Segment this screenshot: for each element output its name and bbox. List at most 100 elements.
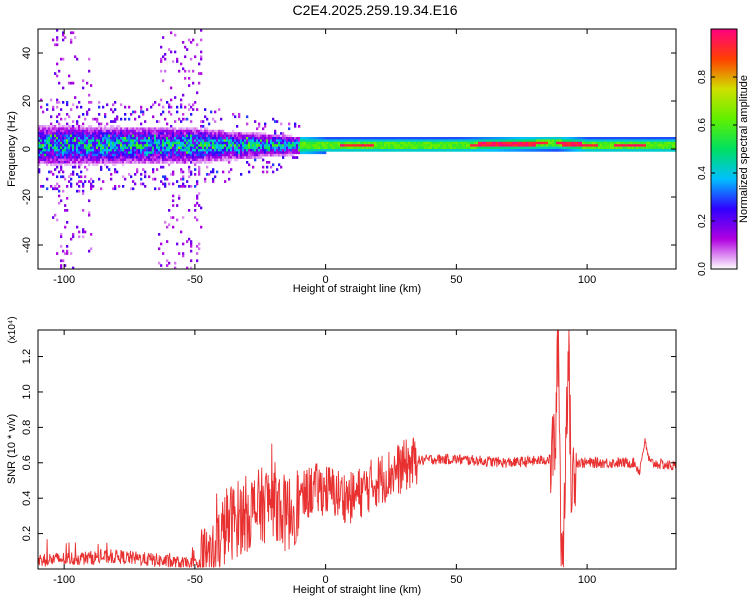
heatmap-cell xyxy=(74,146,77,150)
heatmap-cell xyxy=(490,149,493,152)
heatmap-cell xyxy=(88,156,91,159)
heatmap-cell xyxy=(460,149,463,152)
heatmap-cell xyxy=(170,137,173,140)
heatmap-cell xyxy=(126,139,129,143)
heatmap-cell xyxy=(124,151,127,155)
heatmap-cell xyxy=(136,132,139,135)
heatmap-cell xyxy=(262,165,265,169)
heatmap-cell xyxy=(330,146,333,150)
heatmap-cell xyxy=(450,141,453,145)
heatmap-cell xyxy=(80,125,83,128)
heatmap-cell xyxy=(256,132,259,135)
heatmap-cell xyxy=(128,127,131,131)
heatmap-cell xyxy=(108,158,111,162)
heatmap-cell xyxy=(624,141,627,145)
heatmap-cell xyxy=(230,158,233,162)
heatmap-cell xyxy=(58,125,61,128)
heatmap-cell xyxy=(426,144,429,147)
heatmap-cell xyxy=(360,139,363,143)
heatmap-cell xyxy=(244,146,247,150)
heatmap-cell xyxy=(422,137,425,140)
heatmap-cell xyxy=(122,158,125,162)
heatmap-cell xyxy=(166,129,169,133)
heatmap-cell xyxy=(198,247,201,251)
heatmap-cell xyxy=(268,153,271,157)
heatmap-cell xyxy=(230,156,233,159)
heatmap-cell xyxy=(238,139,241,143)
heatmap-cell xyxy=(66,122,69,126)
heatmap-cell xyxy=(528,141,531,145)
heatmap-cell xyxy=(86,139,89,143)
heatmap-cell xyxy=(632,144,635,147)
heatmap-cell xyxy=(124,105,127,109)
heatmap-cell xyxy=(88,158,91,162)
heatmap-cell xyxy=(94,134,97,138)
heatmap-cell xyxy=(632,149,635,152)
heatmap-cell xyxy=(662,141,665,145)
heatmap-cell xyxy=(482,141,485,145)
heatmap-cell xyxy=(180,129,183,133)
heatmap-cell xyxy=(312,146,315,150)
heatmap-cell xyxy=(62,158,65,162)
heatmap-cell xyxy=(300,137,303,140)
heatmap-cell xyxy=(78,149,81,152)
heatmap-cell xyxy=(88,93,91,97)
heatmap-cell xyxy=(78,127,81,131)
heatmap-cell xyxy=(196,43,199,47)
heatmap-cell xyxy=(64,252,67,255)
heatmap-cell xyxy=(158,233,161,236)
heatmap-cell xyxy=(324,149,327,152)
heatmap-cell xyxy=(68,132,71,135)
heatmap-cell xyxy=(58,137,61,140)
heatmap-cell xyxy=(114,146,117,150)
heatmap-cell xyxy=(78,180,81,183)
heatmap-cell xyxy=(668,139,671,143)
heatmap-cell xyxy=(66,151,69,155)
heatmap-cell xyxy=(184,134,187,138)
heatmap-cell xyxy=(56,62,59,66)
heatmap-cell xyxy=(216,139,219,143)
heatmap-cell xyxy=(56,252,59,255)
heatmap-cell xyxy=(84,141,87,145)
heatmap-cell xyxy=(208,149,211,152)
heatmap-cell xyxy=(76,151,79,155)
heatmap-cell xyxy=(208,146,211,150)
heatmap-cell xyxy=(444,144,447,147)
heatmap-cell xyxy=(324,151,327,155)
heatmap-cell xyxy=(148,151,151,155)
heatmap-cell xyxy=(406,137,409,140)
heatmap-cell xyxy=(102,132,105,135)
heatmap-cell xyxy=(130,161,133,164)
heatmap-cell xyxy=(286,146,289,150)
heatmap-cell xyxy=(90,129,93,133)
heatmap-cell xyxy=(184,161,187,164)
heatmap-cell xyxy=(74,151,77,155)
heatmap-cell xyxy=(180,141,183,145)
heatmap-cell xyxy=(356,139,359,143)
heatmap-cell xyxy=(666,141,669,145)
heatmap-cell xyxy=(170,146,173,150)
heatmap-cell xyxy=(580,144,583,147)
heatmap-cell xyxy=(124,177,127,181)
heatmap-cell xyxy=(244,137,247,140)
heatmap-cell xyxy=(538,141,541,145)
heatmap-cell xyxy=(562,149,565,152)
heatmap-cell xyxy=(42,151,45,155)
heatmap-cell xyxy=(162,127,165,131)
heatmap-cell xyxy=(550,144,553,147)
heatmap-cell xyxy=(64,158,67,162)
heatmap-cell xyxy=(158,144,161,147)
heatmap-cell xyxy=(124,144,127,147)
heatmap-cell xyxy=(226,153,229,157)
heatmap-cell xyxy=(544,141,547,145)
heatmap-cell xyxy=(650,144,653,147)
heatmap-cell xyxy=(116,161,119,164)
heatmap-cell xyxy=(536,144,539,147)
heatmap-cell xyxy=(402,139,405,143)
heatmap-cell xyxy=(324,141,327,145)
heatmap-cell xyxy=(284,149,287,152)
heatmap-cell xyxy=(202,146,205,150)
heatmap-cell xyxy=(396,144,399,147)
heatmap-cell xyxy=(670,139,673,143)
